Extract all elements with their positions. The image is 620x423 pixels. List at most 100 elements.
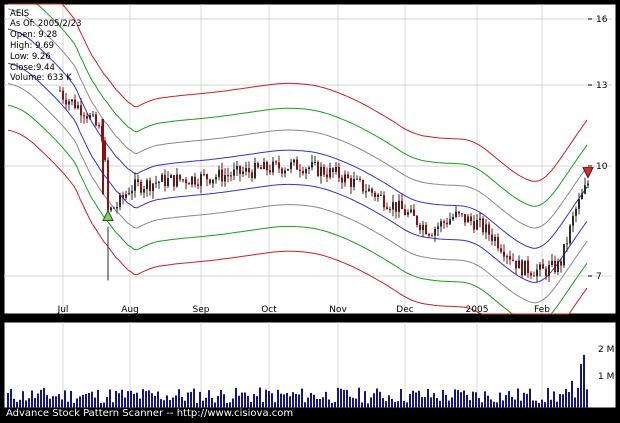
candle-body: [587, 183, 589, 186]
volume-bar: [280, 393, 282, 408]
volume-bar: [184, 400, 186, 408]
volume-bar: [541, 399, 543, 408]
candle-body: [77, 105, 79, 109]
volume-bar: [535, 400, 537, 408]
volume-bar: [247, 395, 249, 408]
candle-body: [434, 228, 436, 236]
candle-body: [239, 165, 241, 174]
volume-bar: [361, 402, 363, 408]
volume-bar: [472, 391, 474, 408]
volume-bar: [19, 399, 21, 408]
volume-bar: [73, 402, 75, 408]
candle-body: [86, 116, 88, 119]
volume-bar: [31, 390, 33, 408]
volume-bar: [94, 397, 96, 408]
volume-bar: [532, 400, 534, 408]
candle-body: [131, 190, 133, 194]
candle-body: [461, 213, 463, 215]
volume-bar: [412, 390, 414, 408]
volume-bar: [49, 398, 51, 408]
volume-bar: [55, 396, 57, 408]
candle-body: [302, 170, 304, 174]
candle-body: [464, 214, 466, 223]
candle-body: [74, 99, 76, 109]
volume-bar: [316, 399, 318, 408]
volume-bar: [469, 400, 471, 408]
volume-bar: [7, 393, 9, 408]
candle-body: [146, 180, 148, 190]
candle-body: [128, 193, 130, 195]
candle-body: [161, 174, 163, 182]
volume-bar: [88, 392, 90, 408]
volume-bar: [157, 391, 159, 408]
volume-bar: [352, 397, 354, 408]
candle-body: [254, 162, 256, 179]
candle-body: [545, 268, 547, 276]
volume-bar: [505, 395, 507, 408]
candle-body: [341, 177, 343, 183]
candle-body: [59, 90, 61, 92]
volume-bar: [499, 392, 501, 408]
open-label: Open: 9.28: [10, 30, 57, 40]
volume-bar: [547, 387, 549, 408]
candle-body: [212, 179, 214, 184]
volume-bar: [520, 400, 522, 408]
volume-bar: [229, 402, 231, 408]
candle-body: [116, 206, 118, 209]
volume-bar: [454, 389, 456, 408]
volume-bar: [376, 388, 378, 408]
volume-bar: [37, 393, 39, 408]
candle-body: [275, 161, 277, 163]
candle-body: [512, 259, 514, 261]
volume-bar: [130, 390, 132, 408]
volume-bar: [373, 393, 375, 408]
candle-body: [71, 99, 73, 102]
volume-bar: [154, 395, 156, 408]
volume-bar: [478, 398, 480, 408]
volume-bar: [445, 395, 447, 408]
volume-bar: [142, 389, 144, 408]
volume-bar: [553, 391, 555, 408]
volume-bar: [79, 396, 81, 408]
volume-bar: [67, 401, 69, 408]
volume-bar: [490, 399, 492, 408]
volume-bar: [409, 393, 411, 408]
month-tick-label: Aug: [121, 305, 139, 315]
volume-bar: [13, 398, 15, 408]
volume-bar: [571, 380, 573, 408]
volume-bar: [190, 391, 192, 408]
volume-bar: [385, 401, 387, 408]
candle-body: [164, 174, 166, 187]
volume-bar: [139, 398, 141, 408]
volume-bar: [427, 388, 429, 408]
volume-bar: [394, 402, 396, 408]
volume-bar: [181, 396, 183, 408]
candle-body: [413, 209, 415, 216]
candle-body: [542, 264, 544, 269]
envelope-band-line: [8, 3, 588, 207]
volume-bar: [367, 403, 369, 408]
volume-bar: [10, 388, 12, 408]
footer-caption: Advance Stock Pattern Scanner -- http://…: [6, 408, 293, 419]
candle-body: [221, 169, 223, 182]
candle-body: [572, 215, 574, 226]
price-tick-label: 7: [596, 272, 602, 282]
volume-bar: [325, 391, 327, 408]
candle-body: [407, 212, 409, 215]
candle-body: [455, 211, 457, 217]
volume-bar: [82, 394, 84, 408]
candle-body: [155, 182, 157, 184]
volume-bar: [529, 388, 531, 408]
volume-bar: [244, 392, 246, 408]
candle-body: [488, 224, 490, 235]
candle-body: [425, 224, 427, 235]
candle-body: [224, 175, 226, 182]
candle-body: [209, 179, 211, 184]
volume-bar: [481, 402, 483, 408]
candle-body: [524, 260, 526, 276]
volume-bar: [106, 396, 108, 408]
volume-bar: [145, 391, 147, 408]
volume-bar: [283, 394, 285, 408]
volume-bar: [463, 390, 465, 408]
